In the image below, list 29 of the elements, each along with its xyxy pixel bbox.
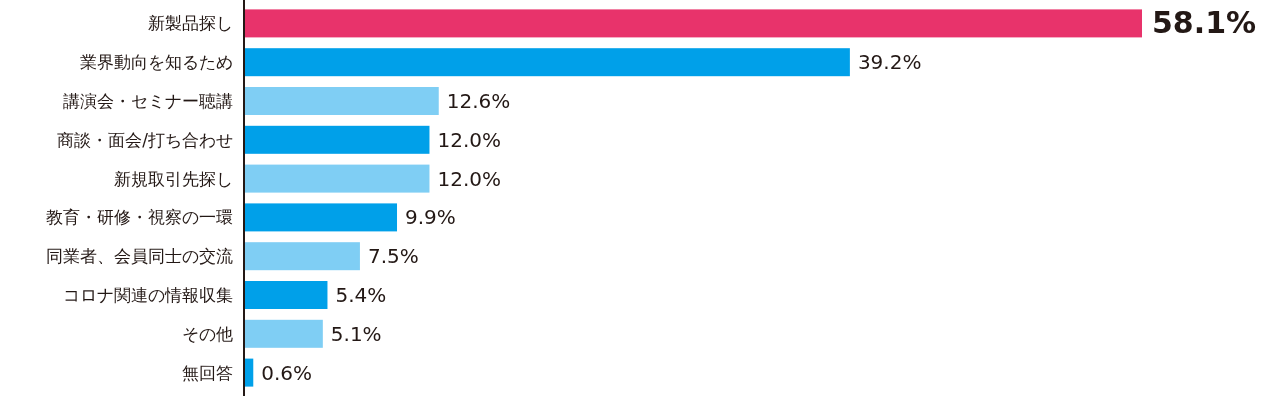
y-tick-label: 同業者、会員同士の交流 xyxy=(46,246,233,267)
data-label: 5.1% xyxy=(330,321,382,346)
y-tick-label: 新規取引先探し xyxy=(114,168,233,189)
data-label: 9.9% xyxy=(405,205,456,230)
bar xyxy=(244,87,439,115)
y-tick-label: コロナ関連の情報収集 xyxy=(63,285,233,305)
data-label: 12.0% xyxy=(437,166,502,191)
y-tick-label: 新製品探し xyxy=(148,13,233,34)
y-tick-label: 業界動向を知るため xyxy=(80,52,233,73)
y-tick-label: 教育・研修・視察の一環 xyxy=(46,207,233,228)
data-label: 0.6% xyxy=(261,360,313,385)
bar xyxy=(244,319,323,348)
bar xyxy=(244,242,360,271)
data-label: 7.5% xyxy=(367,244,419,269)
data-label: 5.4% xyxy=(335,283,387,307)
y-tick-label: 商談・面会/打ち合わせ xyxy=(57,129,233,150)
bar xyxy=(244,48,850,77)
data-label: 39.2% xyxy=(857,50,922,75)
bar xyxy=(244,9,1142,38)
y-tick-label: その他 xyxy=(182,323,233,344)
data-label: 58.1% xyxy=(1152,5,1257,41)
bar xyxy=(244,125,430,154)
y-tick-label: 講演会・セミナー聴講 xyxy=(63,91,233,111)
y-tick-label: 無回答 xyxy=(182,362,233,383)
data-label: 12.0% xyxy=(437,127,502,152)
bar xyxy=(244,164,430,193)
bar xyxy=(244,203,398,232)
bar xyxy=(244,281,328,309)
data-label: 12.6% xyxy=(446,89,511,113)
